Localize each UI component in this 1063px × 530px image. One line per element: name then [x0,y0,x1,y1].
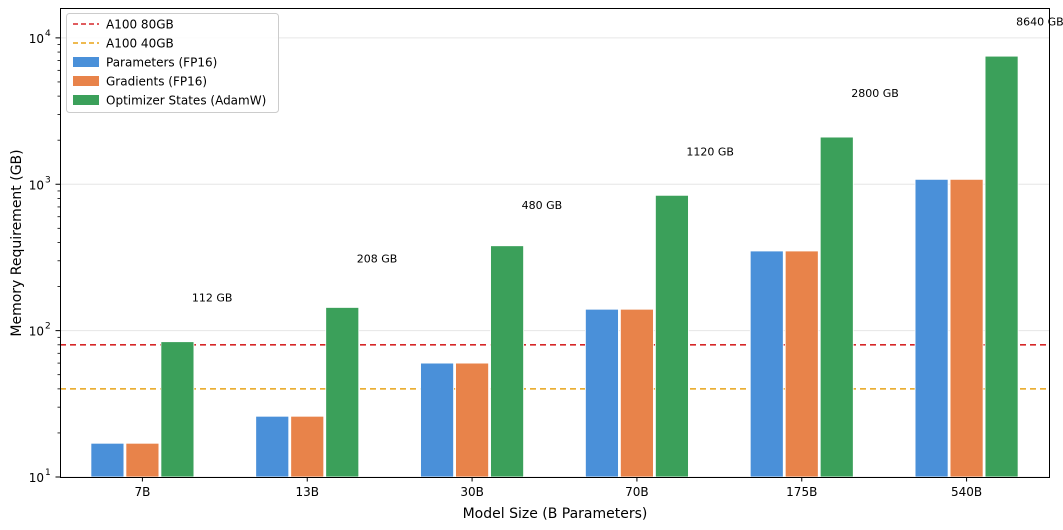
x-tick-label: 175B [786,485,817,499]
reference-lines [60,344,1049,390]
y-tick-exponent: 4 [45,29,51,39]
bar [160,341,195,478]
bar [125,442,160,478]
x-tick-label: 13B [295,485,319,499]
y-tick-exponent: 2 [45,322,51,332]
legend-label: Gradients (FP16) [106,75,207,89]
bar [819,136,854,478]
y-tick-exponent: 1 [45,468,51,478]
x-tick-label: 7B [134,485,150,499]
x-tick-label: 70B [625,485,649,499]
y-tick-exponent: 3 [45,175,51,185]
legend-swatch [73,57,99,67]
legend-label: A100 80GB [106,18,174,32]
legend-label: Optimizer States (AdamW) [106,94,266,108]
bar [325,307,360,478]
x-tick-label: 540B [951,485,982,499]
bar [455,362,489,478]
bar [949,178,984,478]
bar [655,194,689,478]
total-label: 112 GB [192,292,233,305]
x-tick-label: 30B [460,485,484,499]
total-label: 1120 GB [686,145,734,158]
y-tick-label: 10 [29,471,44,485]
bar [784,250,819,478]
y-tick-label: 10 [29,178,44,192]
y-tick-base: 10 [29,178,44,192]
bar [420,362,454,478]
legend-label: Parameters (FP16) [106,56,217,70]
y-tick-label: 10 [29,32,44,46]
legend: A100 80GB A100 40GB Parameters (FP16) Gradi… [66,13,279,113]
total-label: 208 GB [357,252,398,265]
bar [290,415,325,478]
bars [90,55,1019,478]
bar [585,308,619,478]
legend-box [66,13,279,113]
total-label: 480 GB [522,199,563,212]
x-axis-label: Model Size (B Parameters) [463,506,648,522]
total-labels: 112 GB 208 GB 480 GB 1120 GB 2800 GB 8640 GB [192,15,1063,304]
bar [490,245,524,478]
legend-label: A100 40GB [106,37,174,51]
y-tick-base: 10 [29,471,44,485]
bar [749,250,784,478]
legend-swatch [73,95,99,105]
y-tick-base: 10 [29,325,44,339]
total-label: 8640 GB [1016,15,1063,28]
plot-frame [60,8,1050,478]
y-tick-base: 10 [29,32,44,46]
bar [984,55,1019,478]
bar [255,415,290,478]
legend-swatch [73,76,99,86]
y-axis-label: Memory Requirement (GB) [9,149,25,336]
x-axis: 7B 13B 30B 70B 175B 540B [134,477,982,499]
bar [90,442,125,478]
y-tick-label: 10 [29,325,44,339]
total-label: 2800 GB [851,87,899,100]
bar [620,308,654,478]
bar [914,178,949,478]
